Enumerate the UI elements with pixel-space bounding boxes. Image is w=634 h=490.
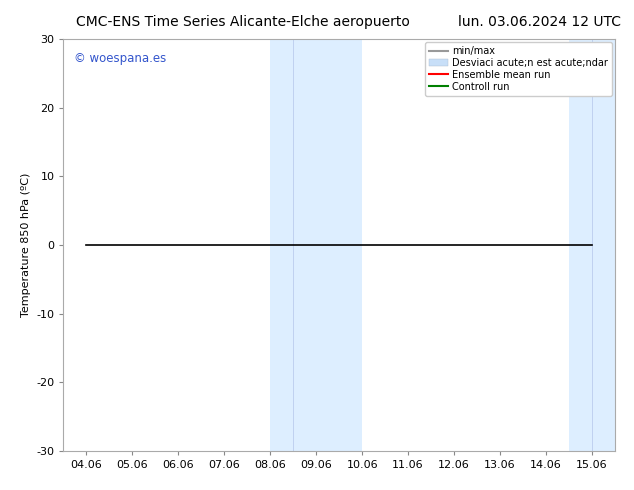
Text: © woespana.es: © woespana.es <box>74 51 167 65</box>
Text: lun. 03.06.2024 12 UTC: lun. 03.06.2024 12 UTC <box>458 15 621 29</box>
Y-axis label: Temperature 850 hPa (ºC): Temperature 850 hPa (ºC) <box>21 173 30 317</box>
Legend: min/max, Desviaci acute;n est acute;ndar, Ensemble mean run, Controll run: min/max, Desviaci acute;n est acute;ndar… <box>425 42 612 96</box>
Bar <box>270 39 362 451</box>
Bar <box>569 39 615 451</box>
Text: CMC-ENS Time Series Alicante-Elche aeropuerto: CMC-ENS Time Series Alicante-Elche aerop… <box>76 15 410 29</box>
